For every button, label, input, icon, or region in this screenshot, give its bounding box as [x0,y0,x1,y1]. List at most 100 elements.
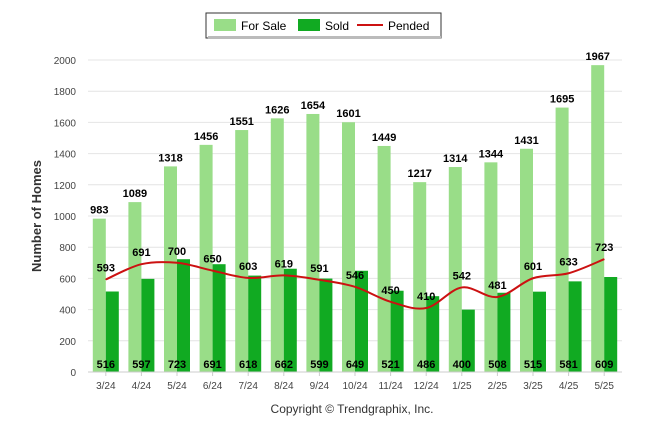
for-sale-bar [520,148,533,372]
sold-value-label: 609 [595,359,613,371]
pended-value-label: 603 [239,261,257,273]
for-sale-value-label: 1344 [479,148,504,160]
for-sale-bar [555,107,569,372]
sold-value-label: 691 [203,359,221,371]
y-axis-title: Number of Homes [29,160,44,272]
pended-point [105,278,107,280]
for-sale-value-label: 1626 [265,104,289,116]
line-layer [105,258,605,310]
for-sale-value-label: 1551 [229,116,253,128]
x-tick-label: 7/24 [238,381,258,392]
x-tick-label: 1/25 [452,381,472,392]
x-tick-label: 5/24 [167,381,187,392]
y-tick-label: 800 [59,243,76,254]
for-sale-bar [92,218,106,372]
pended-value-label: 723 [595,242,613,254]
x-tick-label: 6/24 [203,381,223,392]
pended-value-label: 633 [559,256,577,268]
y-tick-label: 1200 [54,181,77,192]
sold-value-label: 515 [524,359,542,371]
sold-value-label: 521 [381,359,399,371]
pended-value-label: 691 [132,247,150,259]
pended-point [425,307,427,309]
sold-bar [248,275,262,372]
pended-value-label: 546 [346,270,364,282]
sold-bar [319,278,333,372]
pended-value-label: 601 [524,261,542,273]
sold-value-label: 516 [97,359,115,371]
bar-layer [92,65,618,373]
for-sale-value-label: 1314 [443,153,468,165]
y-tick-label: 600 [59,274,76,285]
pended-point [390,301,392,303]
sold-bar [497,292,511,372]
sold-bar [105,291,119,372]
y-tick-label: 400 [59,306,76,317]
sold-bar [604,276,618,372]
legend-label: For Sale [241,19,287,33]
x-tick-label: 2/25 [488,381,508,392]
legend-shadow [208,36,441,39]
pended-point [532,277,534,279]
legend-swatch [214,19,236,31]
for-sale-value-label: 1695 [550,94,574,106]
pended-value-label: 619 [275,258,293,270]
sold-value-label: 599 [310,359,328,371]
x-tick-label: 11/24 [378,381,403,392]
x-tick-label: 9/24 [310,381,330,392]
sold-value-label: 649 [346,359,364,371]
x-tick-label: 4/24 [132,381,152,392]
x-tick-label: 8/24 [274,381,294,392]
y-tick-label: 0 [70,368,76,379]
sold-value-label: 723 [168,359,186,371]
y-tick-label: 1600 [54,118,77,129]
for-sale-value-label: 983 [90,205,108,217]
sold-bar [461,309,475,372]
pended-point [283,274,285,276]
pended-point [247,277,249,279]
pended-value-label: 591 [310,263,328,275]
copyright-footer: Copyright © Trendgraphix, Inc. [271,402,434,416]
for-sale-value-label: 1217 [407,168,431,180]
for-sale-bar [235,130,249,372]
pended-point [496,296,498,298]
legend-label: Sold [325,19,349,33]
sold-bar [141,278,155,372]
x-tick-label: 3/24 [96,381,116,392]
pended-point [212,270,214,272]
y-tick-label: 2000 [54,56,77,67]
sold-bar [426,296,440,372]
for-sale-bar [199,144,213,372]
x-tick-label: 10/24 [342,381,367,392]
sold-bar [283,268,297,372]
y-tick-label: 1000 [54,212,77,223]
pended-point [568,272,570,274]
for-sale-bar [270,118,284,373]
for-sale-bar [306,113,320,372]
legend-label: Pended [388,19,429,33]
pended-point [354,286,356,288]
for-sale-value-label: 1318 [158,152,182,164]
pended-point [461,286,463,288]
sold-value-label: 662 [275,359,293,371]
for-sale-bar [377,145,391,372]
x-tick-label: 4/25 [559,381,579,392]
pended-point [603,258,605,260]
sold-bar [533,291,546,372]
sold-value-label: 400 [453,359,471,371]
y-tick-label: 1400 [54,150,77,161]
for-sale-value-label: 1654 [301,100,326,112]
pended-value-label: 481 [488,280,506,292]
legend: For Sale Sold Pended [205,12,442,39]
pended-value-label: 593 [97,262,115,274]
for-sale-value-label: 1601 [336,108,360,120]
sold-value-label: 486 [417,359,435,371]
pended-point [176,262,178,264]
sold-bar [177,259,190,372]
pended-value-label: 410 [417,291,435,303]
sold-value-label: 597 [132,359,150,371]
sold-bar [568,281,582,372]
for-sale-value-label: 1449 [372,132,396,144]
for-sale-bar [164,166,177,372]
